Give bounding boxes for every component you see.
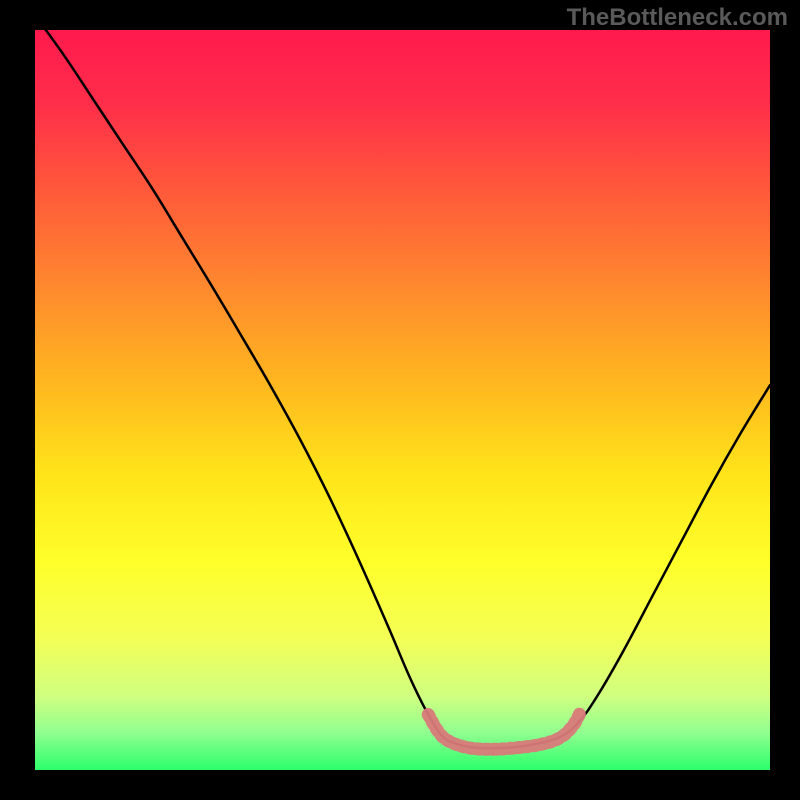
chart-canvas: [0, 0, 800, 800]
watermark-text: TheBottleneck.com: [567, 4, 788, 32]
bottleneck-chart: TheBottleneck.com: [0, 0, 800, 800]
